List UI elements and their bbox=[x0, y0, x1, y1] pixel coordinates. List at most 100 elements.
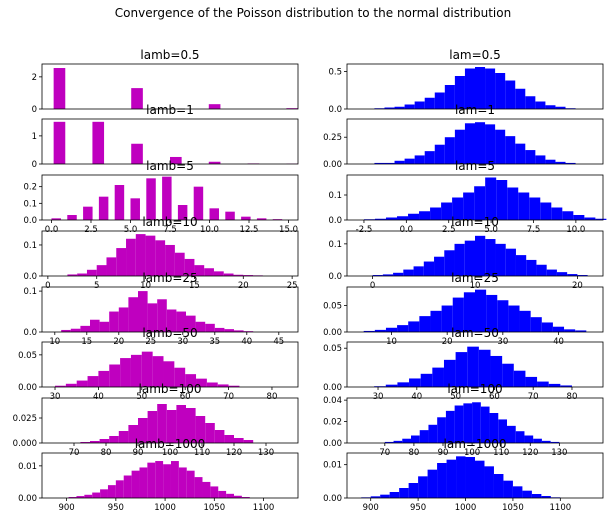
figure-title: Convergence of the Poisson distribution … bbox=[115, 6, 511, 20]
histogram-bar bbox=[243, 275, 254, 276]
subplot-title: lam=10 bbox=[451, 215, 499, 229]
y-tick-label: 0.2 bbox=[23, 183, 37, 193]
histogram-bar bbox=[174, 367, 186, 387]
y-tick-label: 0.00 bbox=[18, 383, 37, 393]
histogram-bar bbox=[536, 264, 547, 276]
histogram-bar bbox=[384, 107, 395, 109]
histogram-bar bbox=[524, 435, 534, 443]
histogram-bar bbox=[423, 261, 435, 276]
histogram-bar bbox=[126, 238, 136, 276]
histogram-bar bbox=[502, 363, 514, 387]
histogram-bar bbox=[213, 271, 224, 276]
y-tick-label: 0.000 bbox=[13, 439, 37, 449]
histogram-bar bbox=[384, 441, 394, 443]
histogram-bar bbox=[403, 269, 414, 276]
histogram-bar bbox=[152, 356, 164, 387]
histogram-bar bbox=[489, 413, 499, 443]
histogram-bar bbox=[98, 370, 110, 387]
histogram-bar bbox=[186, 315, 196, 332]
histogram-bar bbox=[218, 490, 227, 498]
histogram-bar bbox=[194, 265, 205, 276]
histogram-bar bbox=[562, 211, 574, 220]
y-tick-label: 0.1 bbox=[23, 241, 37, 251]
x-tick-label: 5.0 bbox=[484, 225, 498, 235]
histogram-bar bbox=[397, 325, 409, 332]
histogram-bar bbox=[530, 317, 542, 332]
histogram-bar bbox=[176, 405, 186, 443]
histogram-bar bbox=[541, 440, 551, 443]
y-tick-label: 0.01 bbox=[323, 461, 342, 471]
x-tick-label: 1000 bbox=[154, 503, 176, 513]
histogram-bar bbox=[76, 380, 88, 387]
histogram-bar bbox=[564, 329, 576, 332]
histogram-bar bbox=[206, 382, 218, 387]
histogram-bar bbox=[118, 307, 129, 332]
histogram-bar bbox=[139, 467, 148, 498]
subplot-grid: 02lamb=0.50.00.5lam=0.501lamb=10.000.25l… bbox=[13, 48, 607, 513]
histogram-bar bbox=[374, 162, 385, 164]
histogram-bar bbox=[234, 330, 244, 332]
axes-frame bbox=[41, 174, 299, 221]
x-tick-label: 2.5 bbox=[442, 225, 456, 235]
histogram-bar bbox=[525, 96, 536, 109]
histogram-bar bbox=[397, 382, 410, 387]
y-tick-label: 0.01 bbox=[18, 462, 37, 472]
histogram-bar bbox=[486, 294, 498, 332]
histogram-bar bbox=[445, 410, 455, 443]
x-tick-label: 0.0 bbox=[400, 225, 414, 235]
x-tick-label: 900 bbox=[58, 503, 74, 513]
y-tick-label: 0.0 bbox=[23, 272, 37, 282]
histogram-bar bbox=[184, 258, 195, 276]
y-tick-label: 0.00 bbox=[323, 383, 342, 393]
histogram-bar bbox=[157, 299, 167, 332]
subplot: 0.0 0.5 lam=0.5 bbox=[328, 48, 604, 115]
histogram-bar bbox=[109, 364, 121, 387]
histogram-bar bbox=[384, 162, 395, 164]
histogram-bar bbox=[210, 486, 219, 498]
histogram-bar bbox=[147, 411, 158, 443]
histogram-bar bbox=[166, 410, 177, 443]
histogram-bar bbox=[399, 488, 409, 498]
histogram-bar bbox=[177, 205, 188, 220]
histogram-bar bbox=[474, 186, 486, 220]
histogram-bar bbox=[522, 490, 532, 498]
x-tick-label: 0 bbox=[370, 281, 375, 291]
subplot-title: lam=0.5 bbox=[449, 48, 501, 62]
y-tick-label: 0.0 bbox=[23, 216, 37, 226]
histogram-bar bbox=[464, 240, 475, 276]
histogram-bar bbox=[493, 474, 504, 498]
subplot-title: lam=50 bbox=[451, 326, 499, 340]
histogram-bar bbox=[418, 476, 428, 498]
histogram-bar bbox=[128, 297, 138, 332]
histogram-bar bbox=[515, 143, 526, 164]
axes-frame bbox=[41, 63, 299, 110]
histogram-bar bbox=[68, 497, 77, 498]
histogram-bar bbox=[120, 358, 131, 387]
subplot: 0 5 10 15 20 25 0.0 0.1 lamb=10 bbox=[23, 215, 299, 291]
histogram-bar bbox=[131, 88, 143, 109]
subplot: 900 950 1000 1050 1100 0.00 0.01 lam=1000 bbox=[323, 437, 604, 513]
histogram-bar bbox=[100, 489, 108, 498]
histogram-bar bbox=[96, 265, 107, 276]
histogram-bar bbox=[446, 459, 457, 498]
histogram-bar bbox=[428, 424, 438, 443]
histogram-bar bbox=[99, 321, 110, 332]
histogram-bar bbox=[548, 383, 561, 387]
histogram-bar bbox=[485, 124, 496, 164]
axes-frame bbox=[41, 118, 299, 165]
histogram-bar bbox=[515, 431, 525, 443]
histogram-bar bbox=[475, 289, 487, 332]
histogram-bar bbox=[444, 137, 455, 164]
histogram-bar bbox=[408, 321, 420, 332]
histogram-bar bbox=[243, 440, 254, 443]
x-tick-label: 15 bbox=[189, 281, 200, 291]
histogram-bar bbox=[505, 136, 516, 164]
x-tick-label: 70 bbox=[528, 392, 539, 402]
x-tick-label: 15.0 bbox=[279, 225, 298, 235]
histogram-bar bbox=[485, 177, 497, 220]
histogram-bar bbox=[224, 435, 234, 443]
histogram-bar bbox=[518, 192, 530, 220]
x-tick-label: 2.5 bbox=[84, 225, 98, 235]
histogram-bar bbox=[495, 243, 506, 276]
